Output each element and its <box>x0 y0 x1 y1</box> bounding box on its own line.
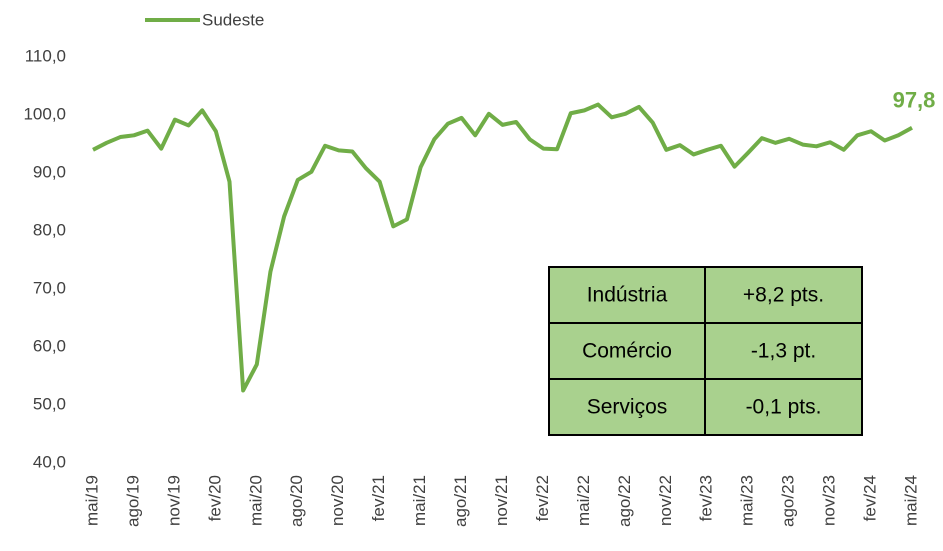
x-tick-label: mai/23 <box>738 475 757 526</box>
y-tick-label: 70,0 <box>33 278 66 297</box>
x-tick-label: nov/19 <box>164 475 183 526</box>
y-tick-label: 40,0 <box>33 452 66 471</box>
y-tick-label: 60,0 <box>33 336 66 355</box>
table-cell: Indústria <box>587 284 668 307</box>
table-cell: Serviços <box>587 396 668 419</box>
data-label: 97,8 <box>893 88 936 113</box>
x-tick-label: mai/24 <box>901 475 920 526</box>
x-tick-label: fev/22 <box>533 475 552 521</box>
x-tick-label: nov/20 <box>328 475 347 526</box>
x-tick-label: ago/22 <box>615 475 634 527</box>
x-tick-label: fev/24 <box>861 475 880 521</box>
x-tick-label: fev/23 <box>697 475 716 521</box>
y-tick-label: 80,0 <box>33 220 66 239</box>
x-tick-label: nov/22 <box>656 475 675 526</box>
table-cell: -0,1 pts. <box>746 396 822 419</box>
x-tick-label: ago/20 <box>287 475 306 527</box>
table-cell: Comércio <box>582 340 672 363</box>
x-tick-label: nov/21 <box>492 475 511 526</box>
table-cell: +8,2 pts. <box>743 284 824 307</box>
y-tick-label: 100,0 <box>23 104 66 123</box>
table-cell: -1,3 pt. <box>751 340 816 363</box>
line <box>92 102 913 393</box>
x-tick-label: mai/19 <box>82 475 101 526</box>
x-tick-label: nov/23 <box>820 475 839 526</box>
x-tick-label: mai/22 <box>574 475 593 526</box>
x-tick-label: fev/20 <box>205 475 224 521</box>
x-tick-label: mai/21 <box>410 475 429 526</box>
legend-label: Sudeste <box>202 10 264 29</box>
x-tick-label: mai/20 <box>246 475 265 526</box>
x-tick-label: ago/19 <box>123 475 142 527</box>
y-tick-label: 110,0 <box>25 46 66 65</box>
x-tick-label: ago/23 <box>779 475 798 527</box>
x-tick-label: ago/21 <box>451 475 470 527</box>
y-tick-label: 90,0 <box>33 162 66 181</box>
y-tick-label: 50,0 <box>33 394 66 413</box>
x-tick-label: fev/21 <box>369 475 388 521</box>
